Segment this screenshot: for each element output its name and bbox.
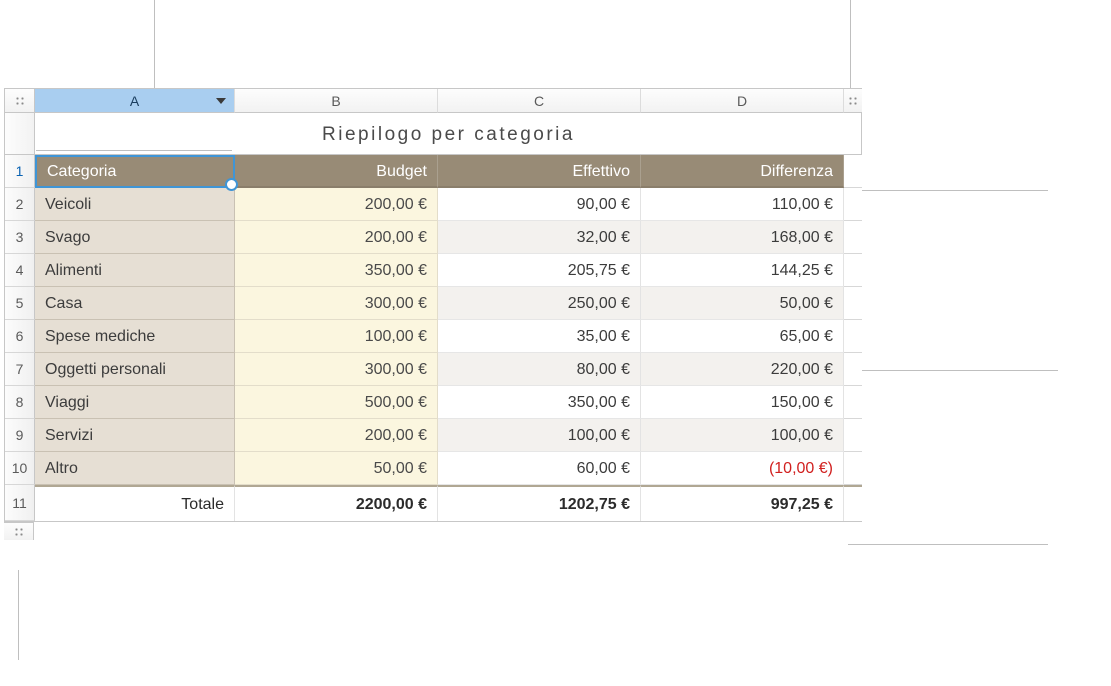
add-column-handle[interactable]	[844, 89, 862, 113]
cell-budget[interactable]: 100,00 €	[235, 320, 438, 353]
row-margin	[844, 419, 862, 452]
cell-diff[interactable]: 168,00 €	[641, 221, 844, 254]
cell-actual[interactable]: 60,00 €	[438, 452, 641, 485]
cell-actual[interactable]: 32,00 €	[438, 221, 641, 254]
cell-diff[interactable]: 65,00 €	[641, 320, 844, 353]
cell-actual[interactable]: 90,00 €	[438, 188, 641, 221]
table-title[interactable]: Riepilogo per categoria	[35, 113, 862, 155]
row-margin	[844, 386, 862, 419]
column-header-d[interactable]: D	[641, 89, 844, 113]
column-header-b[interactable]: B	[235, 89, 438, 113]
row-header[interactable]: 5	[5, 287, 35, 320]
row-gutter-title	[5, 113, 35, 155]
cell-diff[interactable]: 50,00 €	[641, 287, 844, 320]
footer-label[interactable]: Totale	[35, 485, 235, 521]
row-header[interactable]: 6	[5, 320, 35, 353]
cell-category[interactable]: Svago	[35, 221, 235, 254]
cell-category[interactable]: Oggetti personali	[35, 353, 235, 386]
row-header[interactable]: 10	[5, 452, 35, 485]
cell-category[interactable]: Veicoli	[35, 188, 235, 221]
select-all-corner[interactable]	[5, 89, 35, 113]
cell-budget[interactable]: 200,00 €	[235, 188, 438, 221]
cell-category[interactable]: Casa	[35, 287, 235, 320]
row-header[interactable]: 3	[5, 221, 35, 254]
cell-actual[interactable]: 35,00 €	[438, 320, 641, 353]
row-margin	[844, 221, 862, 254]
add-row-handle[interactable]	[4, 522, 34, 540]
cell-actual[interactable]: 80,00 €	[438, 353, 641, 386]
callout-leader	[18, 570, 19, 660]
row-header[interactable]: 9	[5, 419, 35, 452]
callout-leader	[848, 544, 1048, 545]
cell-category[interactable]: Altro	[35, 452, 235, 485]
header-cell-diff[interactable]: Differenza	[641, 155, 844, 188]
header-cell-category[interactable]: Categoria	[35, 155, 235, 188]
cell-budget[interactable]: 50,00 €	[235, 452, 438, 485]
cell-budget[interactable]: 200,00 €	[235, 419, 438, 452]
cell-diff[interactable]: 110,00 €	[641, 188, 844, 221]
cell-diff[interactable]: 144,25 €	[641, 254, 844, 287]
footer-budget[interactable]: 2200,00 €	[235, 485, 438, 521]
spreadsheet-table: A B C D Riepilogo per categoria 1 Catego…	[4, 88, 862, 540]
column-letter: D	[737, 93, 747, 109]
row-header[interactable]: 8	[5, 386, 35, 419]
cell-category[interactable]: Viaggi	[35, 386, 235, 419]
cell-category[interactable]: Spese mediche	[35, 320, 235, 353]
column-letter: C	[534, 93, 544, 109]
column-letter: B	[331, 93, 340, 109]
cell-category[interactable]: Alimenti	[35, 254, 235, 287]
footer-actual[interactable]: 1202,75 €	[438, 485, 641, 521]
callout-leader	[848, 190, 1048, 191]
column-letter: A	[130, 93, 139, 109]
row-header[interactable]: 11	[5, 485, 35, 521]
row-header[interactable]: 7	[5, 353, 35, 386]
cell-category[interactable]: Servizi	[35, 419, 235, 452]
row-margin	[844, 353, 862, 386]
cell-actual[interactable]: 250,00 €	[438, 287, 641, 320]
cell-diff[interactable]: 100,00 €	[641, 419, 844, 452]
cell-budget[interactable]: 200,00 €	[235, 221, 438, 254]
callout-leader	[858, 370, 1058, 371]
row-margin	[844, 254, 862, 287]
row-margin	[844, 287, 862, 320]
callout-leader	[850, 0, 851, 88]
column-menu-chevron-icon[interactable]	[216, 98, 226, 104]
cell-actual[interactable]: 205,75 €	[438, 254, 641, 287]
column-header-a[interactable]: A	[35, 89, 235, 113]
column-header-c[interactable]: C	[438, 89, 641, 113]
cell-actual[interactable]: 100,00 €	[438, 419, 641, 452]
header-cell-budget[interactable]: Budget	[235, 155, 438, 188]
header-cell-actual[interactable]: Effettivo	[438, 155, 641, 188]
cell-budget[interactable]: 500,00 €	[235, 386, 438, 419]
cell-budget[interactable]: 350,00 €	[235, 254, 438, 287]
row-header-1[interactable]: 1	[5, 155, 35, 188]
cell-diff[interactable]: 220,00 €	[641, 353, 844, 386]
cell-diff[interactable]: (10,00 €)	[641, 452, 844, 485]
spreadsheet-canvas: A B C D Riepilogo per categoria 1 Catego…	[0, 0, 1111, 686]
row-margin	[844, 155, 862, 188]
row-header[interactable]: 4	[5, 254, 35, 287]
row-margin	[844, 188, 862, 221]
cell-budget[interactable]: 300,00 €	[235, 287, 438, 320]
row-header[interactable]: 2	[5, 188, 35, 221]
cell-actual[interactable]: 350,00 €	[438, 386, 641, 419]
cell-budget[interactable]: 300,00 €	[235, 353, 438, 386]
cell-diff[interactable]: 150,00 €	[641, 386, 844, 419]
footer-diff[interactable]: 997,25 €	[641, 485, 844, 521]
row-margin	[844, 320, 862, 353]
row-margin	[844, 485, 862, 521]
row-margin	[844, 452, 862, 485]
